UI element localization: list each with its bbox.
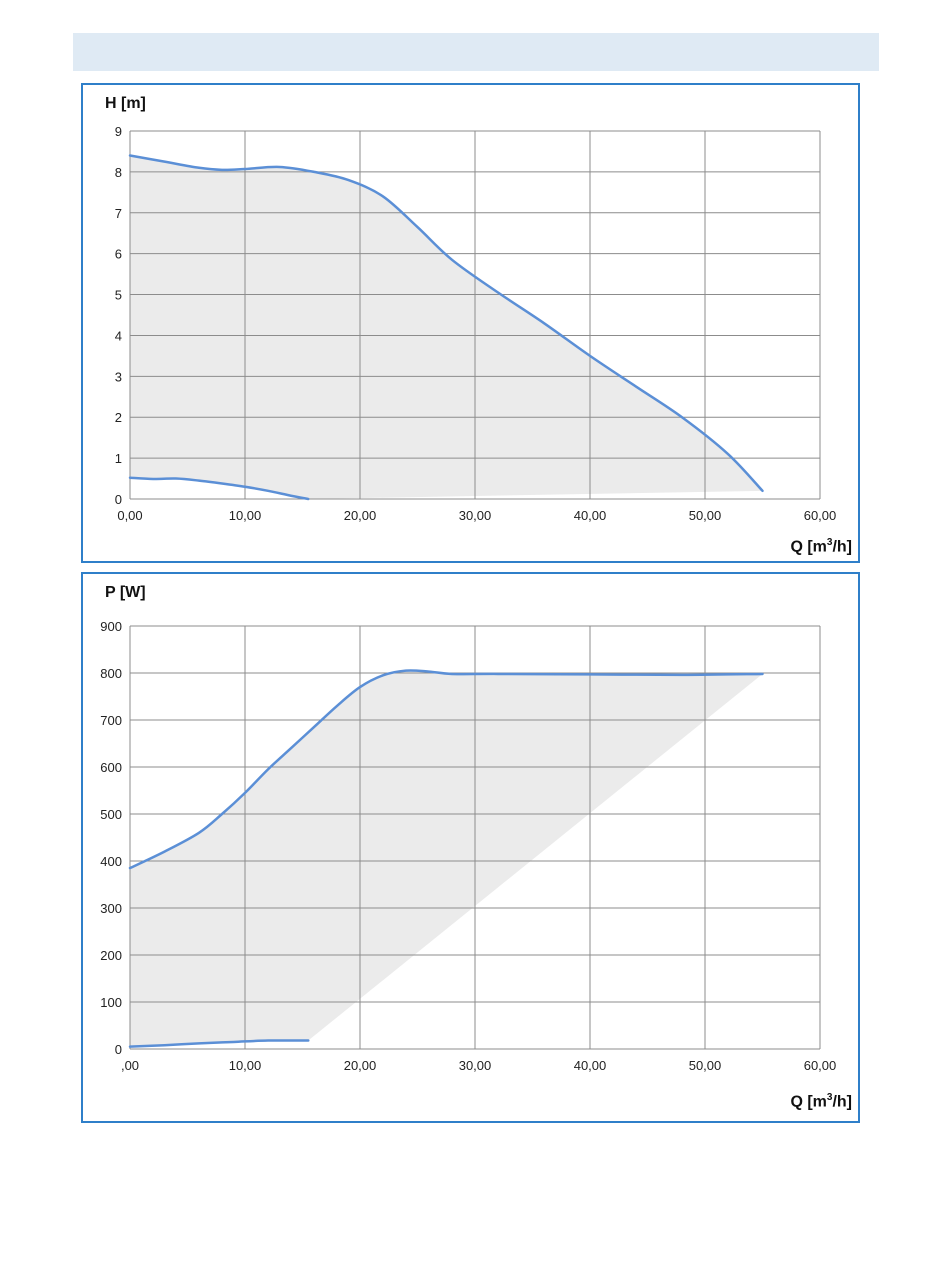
power-chart-min-curve: [128, 1039, 310, 1048]
head-chart-x-tick-label: 20,00: [344, 508, 377, 523]
head-chart-x-tick-label: 50,00: [689, 508, 722, 523]
power-chart-x-tick-label: 10,00: [229, 1058, 262, 1073]
power-chart-x-tick-label: 50,00: [689, 1058, 722, 1073]
power-chart-plot: ,00 10,00 20,00 30,00 40,00 50,00 60,00 0 100 200…: [100, 619, 837, 1073]
power-chart-y-tick-label: 700: [100, 713, 122, 728]
head-chart-y-tick-label: 7: [115, 206, 122, 221]
header-band: [73, 33, 879, 71]
power-chart-max-curve: [128, 669, 764, 870]
head-chart-y-tick-label: 8: [115, 165, 122, 180]
power-chart-y-tick-label: 200: [100, 948, 122, 963]
head-chart-operating-area: [130, 155, 763, 499]
power-chart-x-tick-label: 30,00: [459, 1058, 492, 1073]
head-chart-y-tick-label: 1: [115, 451, 122, 466]
head-chart-x-tick-label: 60,00: [804, 508, 837, 523]
head-chart-x-tick-label: 0,00: [117, 508, 142, 523]
power-chart-y-axis-label: P [W]: [105, 584, 146, 601]
head-chart-y-axis-label: H [m]: [105, 95, 146, 112]
power-chart-y-tick-label: 900: [100, 619, 122, 634]
head-chart-x-axis-label: Q [m3/h]: [790, 537, 852, 556]
power-chart-y-tick-label: 600: [100, 760, 122, 775]
head-chart-x-tick-label: 40,00: [574, 508, 607, 523]
power-chart-y-tick-label: 800: [100, 666, 122, 681]
head-chart-y-tick-label: 9: [115, 124, 122, 139]
power-chart-y-tick-label: 400: [100, 854, 122, 869]
power-chart-y-tick-label: 100: [100, 995, 122, 1010]
head-chart-y-tick-label: 0: [115, 492, 122, 507]
head-chart-y-tick-label: 3: [115, 369, 122, 384]
power-chart-x-tick-label: 60,00: [804, 1058, 837, 1073]
power-chart-y-tick-label: 300: [100, 901, 122, 916]
head-chart-max-curve: [128, 154, 764, 493]
power-chart-y-tick-label: 500: [100, 807, 122, 822]
head-chart-x-tick-label: 30,00: [459, 508, 492, 523]
head-chart-y-tick-label: 6: [115, 247, 122, 262]
power-chart-y-tick-label: 0: [115, 1042, 122, 1057]
power-chart: ,00 10,00 20,00 30,00 40,00 50,00 60,00 0 100 200…: [81, 572, 860, 1123]
power-chart-x-tick-label: 20,00: [344, 1058, 377, 1073]
head-chart-y-tick-label: 5: [115, 288, 122, 303]
power-chart-x-tick-label: 40,00: [574, 1058, 607, 1073]
head-chart-plot: 0,00 10,00 20,00 30,00 40,00 50,00 60,00 0 1 2 3 4 5…: [115, 124, 837, 523]
head-chart-x-tick-label: 10,00: [229, 508, 262, 523]
power-chart-x-tick-label: ,00: [121, 1058, 139, 1073]
head-chart-y-tick-label: 2: [115, 410, 122, 425]
head-chart-min-curve: [128, 476, 310, 501]
power-chart-operating-area: [130, 670, 763, 1047]
head-chart: 0,00 10,00 20,00 30,00 40,00 50,00 60,00 0 1 2 3 4 5…: [81, 83, 860, 563]
head-chart-y-tick-label: 4: [115, 328, 122, 343]
power-chart-x-axis-label: Q [m3/h]: [790, 1092, 852, 1111]
